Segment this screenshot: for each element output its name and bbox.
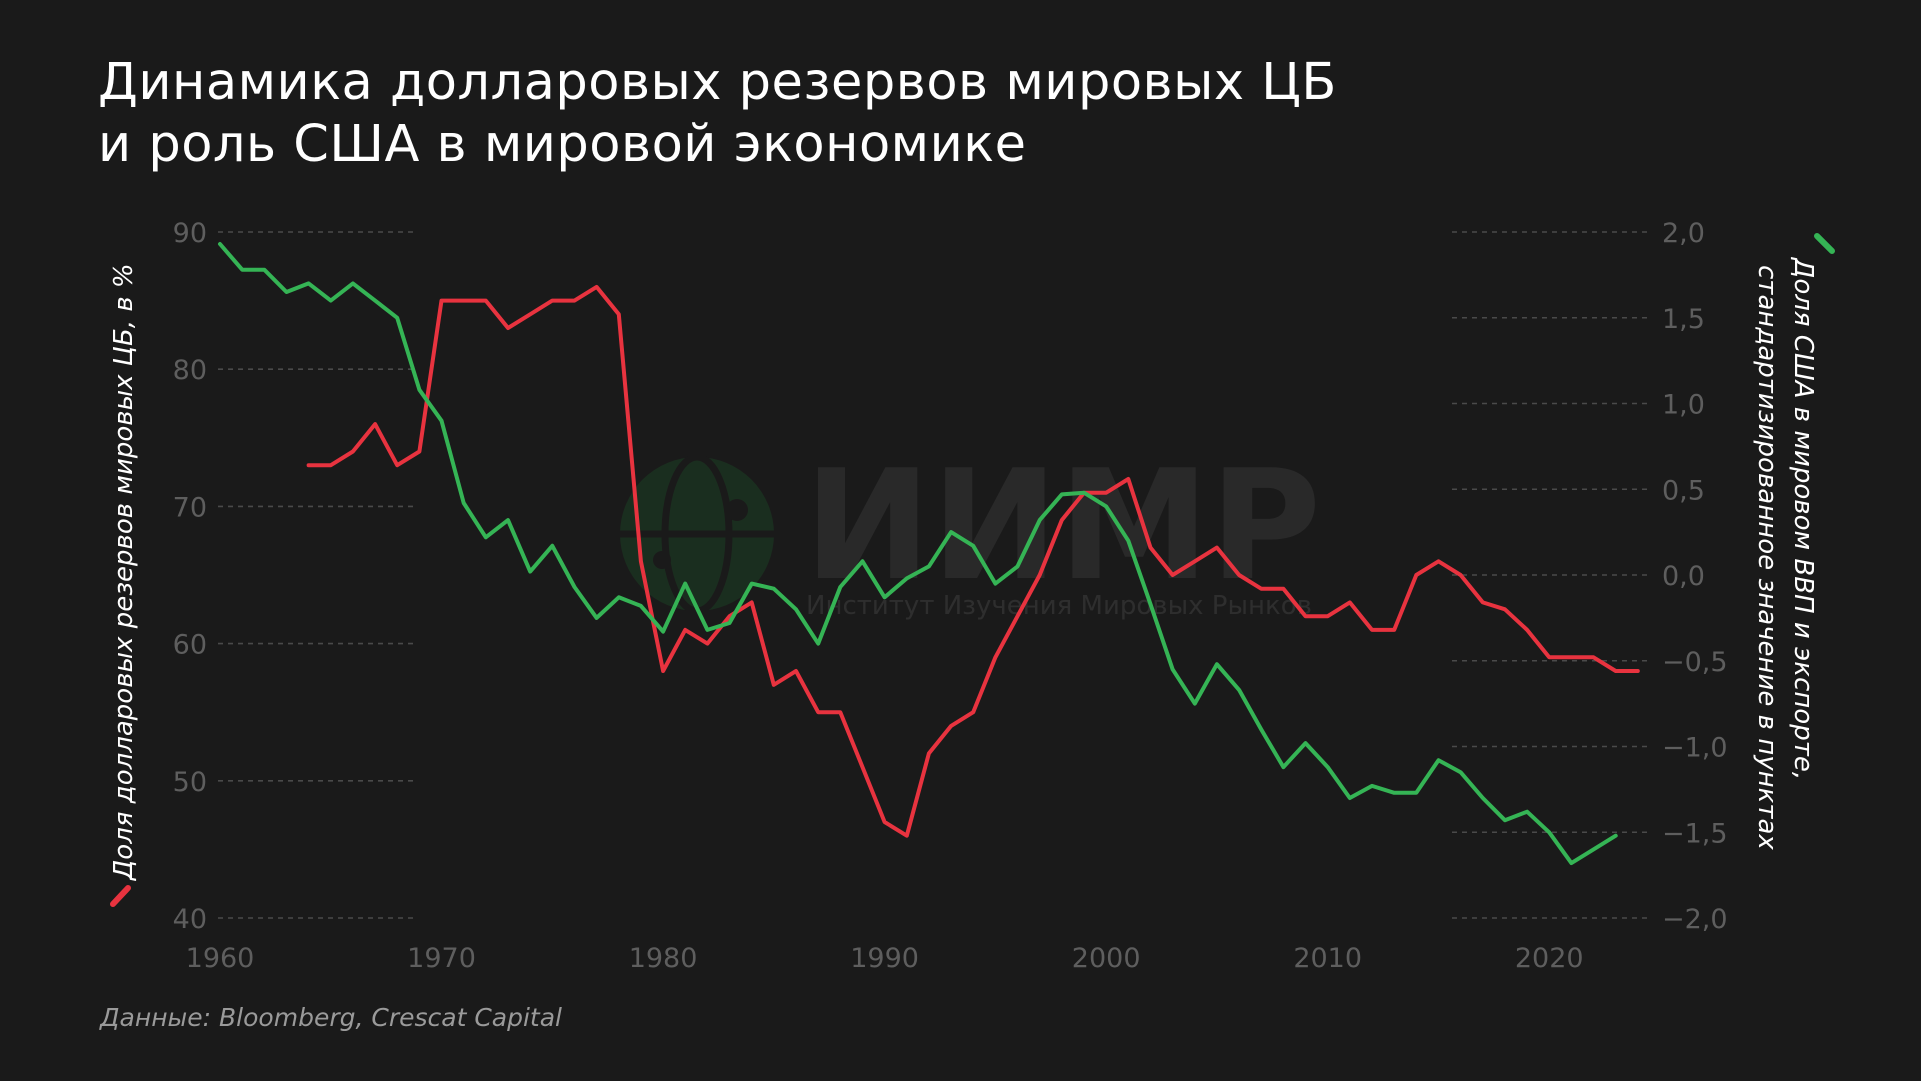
chart-title-line1: Динамика долларовых резервов мировых ЦБ <box>98 53 1337 112</box>
chart-title: Динамика долларовых резервов мировых ЦБ … <box>98 52 1337 176</box>
x-tick-label: 2000 <box>1072 943 1141 974</box>
watermark-globe-icon <box>620 453 774 615</box>
x-tick-label: 1990 <box>850 943 919 974</box>
x-tick-label: 1980 <box>629 943 698 974</box>
series-line-us-share <box>218 242 1618 866</box>
left-axis-ticks: 40 50 60 70 80 90 <box>173 218 207 935</box>
left-tick-label: 40 <box>173 904 207 935</box>
right-axis-legend-marker <box>1814 233 1835 254</box>
right-tick-label: −1,0 <box>1662 733 1728 764</box>
right-tick-label: 2,0 <box>1662 218 1705 249</box>
left-tick-label: 80 <box>173 355 207 386</box>
series-layer <box>218 242 1640 866</box>
right-tick-label: 1,5 <box>1662 304 1705 335</box>
chart-title-line2: и роль США в мировой экономике <box>98 115 1027 174</box>
x-tick-label: 1960 <box>186 943 255 974</box>
right-tick-label: −1,5 <box>1662 818 1728 849</box>
left-axis-label-text: Доля долларовых резервов мировых ЦБ, в % <box>109 263 139 881</box>
right-tick-label: 0,0 <box>1662 561 1705 592</box>
x-axis-ticks: 1960 1970 1980 1990 2000 2010 2020 <box>186 943 1584 974</box>
right-axis-label-2: стандартизированное значение в пунктах <box>1752 265 1782 850</box>
right-tick-label: −2,0 <box>1662 904 1728 935</box>
grid-lines <box>218 231 1652 919</box>
right-axis-ticks: −2,0 −1,5 −1,0 −0,5 0,0 0,5 1,0 1,5 2,0 <box>1662 218 1728 935</box>
right-axis-label-line1: Доля США в мировом ВВП и экспорте, <box>1788 257 1818 780</box>
left-axis-label: Доля долларовых резервов мировых ЦБ, в % <box>109 263 139 881</box>
x-tick-label: 2020 <box>1515 943 1584 974</box>
right-tick-label: 0,5 <box>1662 475 1705 506</box>
watermark-name: ИИМР <box>804 437 1321 614</box>
right-tick-label: 1,0 <box>1662 390 1705 421</box>
watermark-subtitle: Институт Изучения Мировых Рынков <box>806 591 1312 621</box>
right-axis-label: Доля США в мировом ВВП и экспорте, <box>1788 257 1818 780</box>
series-line-reserves <box>306 284 1640 838</box>
x-tick-label: 1970 <box>407 943 476 974</box>
right-axis-label-line2: стандартизированное значение в пунктах <box>1752 265 1782 850</box>
left-tick-label: 70 <box>173 492 207 523</box>
x-tick-label: 2010 <box>1293 943 1362 974</box>
left-tick-label: 60 <box>173 630 207 661</box>
left-tick-label: 50 <box>173 767 207 798</box>
left-tick-label: 90 <box>173 218 207 249</box>
left-axis-legend-marker <box>110 885 131 907</box>
data-source: Данные: Bloomberg, Crescat Capital <box>100 1003 562 1032</box>
right-tick-label: −0,5 <box>1662 647 1728 678</box>
watermark: ИИМР Институт Изучения Мировых Рынков <box>620 437 1321 621</box>
